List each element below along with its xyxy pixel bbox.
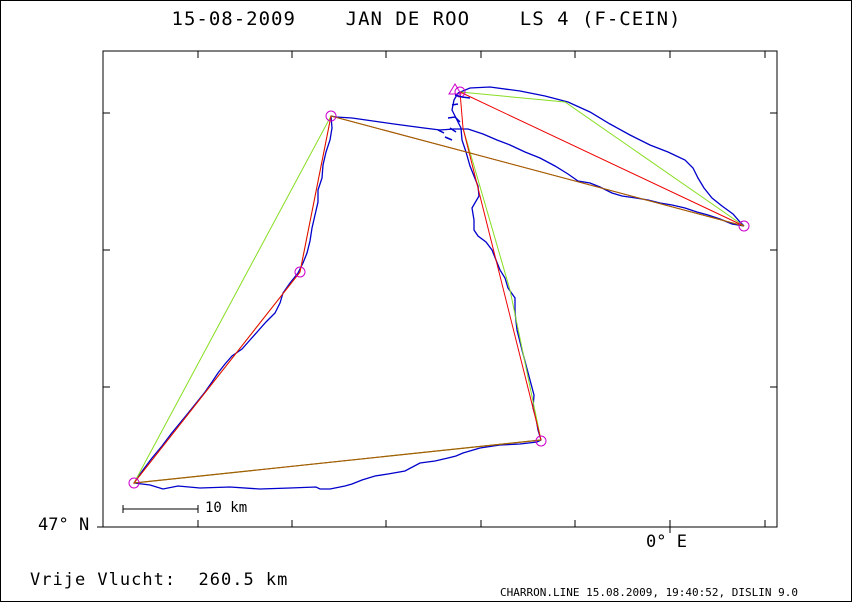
turnpoint-circle-icon bbox=[128, 477, 140, 489]
scale-bar bbox=[122, 505, 199, 513]
turnpoint-circle-icon bbox=[535, 435, 547, 447]
start-triangle-icon bbox=[448, 83, 462, 95]
scale-bar-label: 10 km bbox=[205, 500, 248, 516]
turnpoint-circle-icon bbox=[294, 266, 306, 278]
turnpoint-circle-icon bbox=[738, 220, 750, 232]
flight-track bbox=[133, 86, 745, 490]
optimized-route-south bbox=[462, 127, 542, 441]
plot-frame bbox=[102, 50, 778, 528]
track-detail bbox=[437, 94, 471, 141]
latitude-label: 47° N bbox=[38, 515, 90, 535]
optimized-route-east bbox=[459, 91, 745, 227]
overlap-leg-2 bbox=[330, 115, 745, 227]
free-flight-distance: Vrije Vlucht: 260.5 km bbox=[30, 570, 289, 590]
map-title: 15-08-2009 JAN DE ROO LS 4 (F-CEIN) bbox=[171, 8, 682, 30]
footer-info: CHARRON.LINE 15.08.2009, 19:40:52, DISLI… bbox=[500, 586, 799, 599]
axis-ticks bbox=[97, 51, 777, 533]
task-route bbox=[132, 91, 745, 484]
overlap-leg bbox=[133, 439, 542, 484]
turnpoint-circle-icon bbox=[325, 110, 337, 122]
longitude-label: 0° E bbox=[646, 532, 687, 552]
optimized-route bbox=[133, 115, 332, 484]
